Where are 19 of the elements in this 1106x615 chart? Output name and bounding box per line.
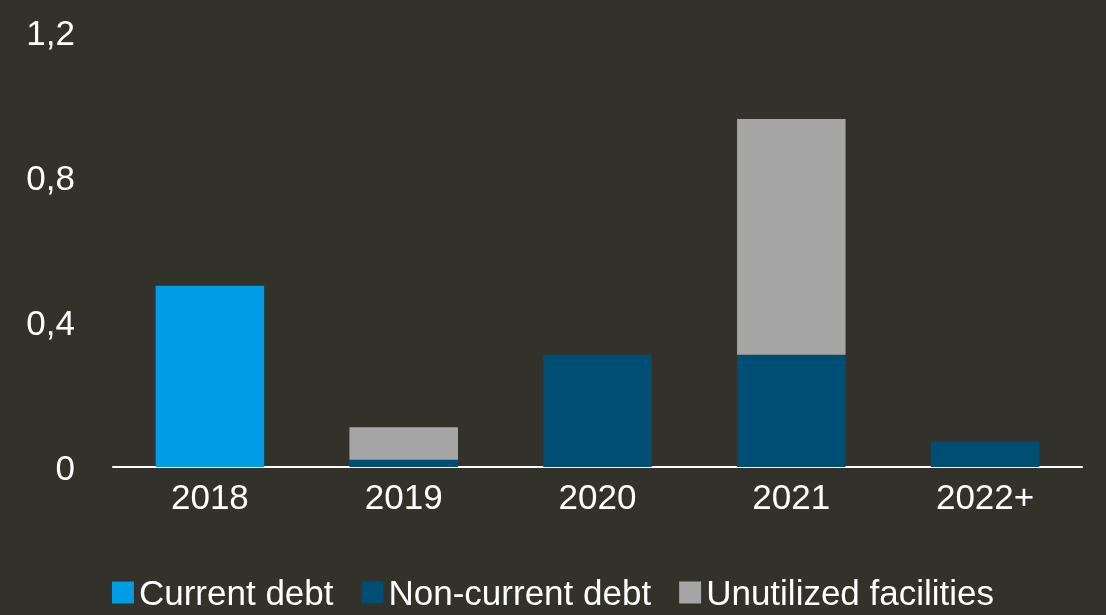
x-tick-label: 2021 bbox=[752, 477, 831, 516]
bar bbox=[737, 354, 846, 467]
legend-label: Non-current debt bbox=[388, 573, 652, 612]
y-tick-label: 0,8 bbox=[26, 157, 75, 197]
bar bbox=[737, 119, 846, 355]
bar bbox=[155, 285, 265, 467]
bar bbox=[349, 459, 458, 467]
legend-label: Unutilized facilities bbox=[706, 573, 995, 612]
x-tick-label: 2018 bbox=[170, 477, 249, 516]
x-tick-label: 2019 bbox=[364, 477, 443, 516]
bar bbox=[543, 354, 652, 467]
legend-label: Current debt bbox=[138, 573, 334, 612]
bar bbox=[349, 427, 458, 460]
y-tick-label: 1,2 bbox=[26, 12, 75, 52]
bar bbox=[930, 441, 1040, 467]
y-tick-label: 0,4 bbox=[26, 302, 75, 342]
x-tick-label: 2022+ bbox=[935, 477, 1035, 516]
x-tick-label: 2020 bbox=[558, 477, 637, 516]
y-tick-label: 0 bbox=[55, 447, 75, 487]
